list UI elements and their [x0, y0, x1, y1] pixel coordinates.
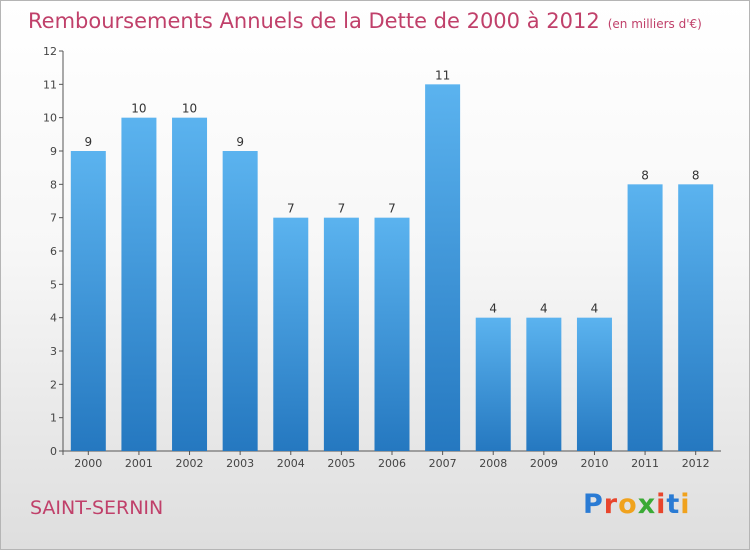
bar: [222, 151, 258, 451]
bar: [323, 217, 359, 451]
bar: [576, 317, 612, 451]
x-tick-label: 2002: [176, 457, 204, 470]
x-tick-label: 2009: [530, 457, 558, 470]
x-tick-label: 2004: [277, 457, 305, 470]
x-tick-label: 2007: [429, 457, 457, 470]
y-tick-label: 11: [43, 78, 57, 91]
logo-letter: r: [603, 489, 619, 520]
bar-value-label: 7: [388, 202, 396, 216]
x-tick-label: 2010: [580, 457, 608, 470]
x-tick-label: 2008: [479, 457, 507, 470]
y-tick-label: 5: [50, 278, 57, 291]
y-tick-label: 8: [50, 178, 57, 191]
bar: [121, 117, 157, 452]
logo-letter: x: [637, 489, 657, 520]
bar-value-label: 4: [489, 302, 497, 316]
bar-value-label: 4: [540, 302, 548, 316]
bar-value-label: 11: [435, 68, 450, 82]
title-text: Remboursements Annuels de la Dette de 20…: [28, 9, 600, 33]
x-tick-label: 2001: [125, 457, 153, 470]
logo-letter: i: [656, 489, 667, 520]
bar: [425, 84, 461, 451]
bar-value-label: 9: [84, 135, 92, 149]
title-unit: (en milliers d'€): [607, 17, 702, 31]
proxiti-logo: Proxiti: [583, 489, 691, 520]
logo-letter: o: [618, 489, 638, 520]
bar-value-label: 7: [338, 202, 346, 216]
logo-letter: t: [666, 489, 681, 520]
logo-letter: P: [583, 489, 604, 520]
bar: [172, 117, 208, 452]
y-tick-label: 10: [43, 112, 57, 125]
bar-value-label: 8: [692, 168, 700, 182]
bar: [526, 317, 562, 451]
x-tick-label: 2012: [682, 457, 710, 470]
bar: [475, 317, 511, 451]
x-tick-label: 2000: [74, 457, 102, 470]
y-tick-label: 7: [50, 212, 57, 225]
bar: [273, 217, 309, 451]
commune-name: SAINT-SERNIN: [30, 497, 164, 519]
chart-title: Remboursements Annuels de la Dette de 20…: [28, 9, 702, 33]
bar-value-label: 10: [131, 102, 146, 116]
y-tick-label: 6: [50, 245, 57, 258]
bar-value-label: 9: [236, 135, 244, 149]
x-tick-label: 2003: [226, 457, 254, 470]
bar: [374, 217, 410, 451]
y-tick-label: 9: [50, 145, 57, 158]
bar: [678, 184, 714, 452]
x-tick-label: 2011: [631, 457, 659, 470]
y-tick-label: 0: [50, 445, 57, 458]
bar-value-label: 7: [287, 202, 295, 216]
y-tick-label: 3: [50, 345, 57, 358]
y-tick-label: 12: [43, 45, 57, 58]
bar-value-label: 4: [591, 302, 599, 316]
logo-letter: i: [680, 489, 691, 520]
y-tick-label: 2: [50, 378, 57, 391]
bar-value-label: 8: [641, 168, 649, 182]
y-tick-label: 1: [50, 412, 57, 425]
x-tick-label: 2006: [378, 457, 406, 470]
y-tick-label: 4: [50, 312, 57, 325]
bar: [627, 184, 663, 452]
x-tick-label: 2005: [327, 457, 355, 470]
bar-value-label: 10: [182, 102, 197, 116]
bars: 9 10 10 9 7 7 7 11 4 4 4 8 8: [70, 68, 714, 452]
bar: [70, 151, 106, 451]
